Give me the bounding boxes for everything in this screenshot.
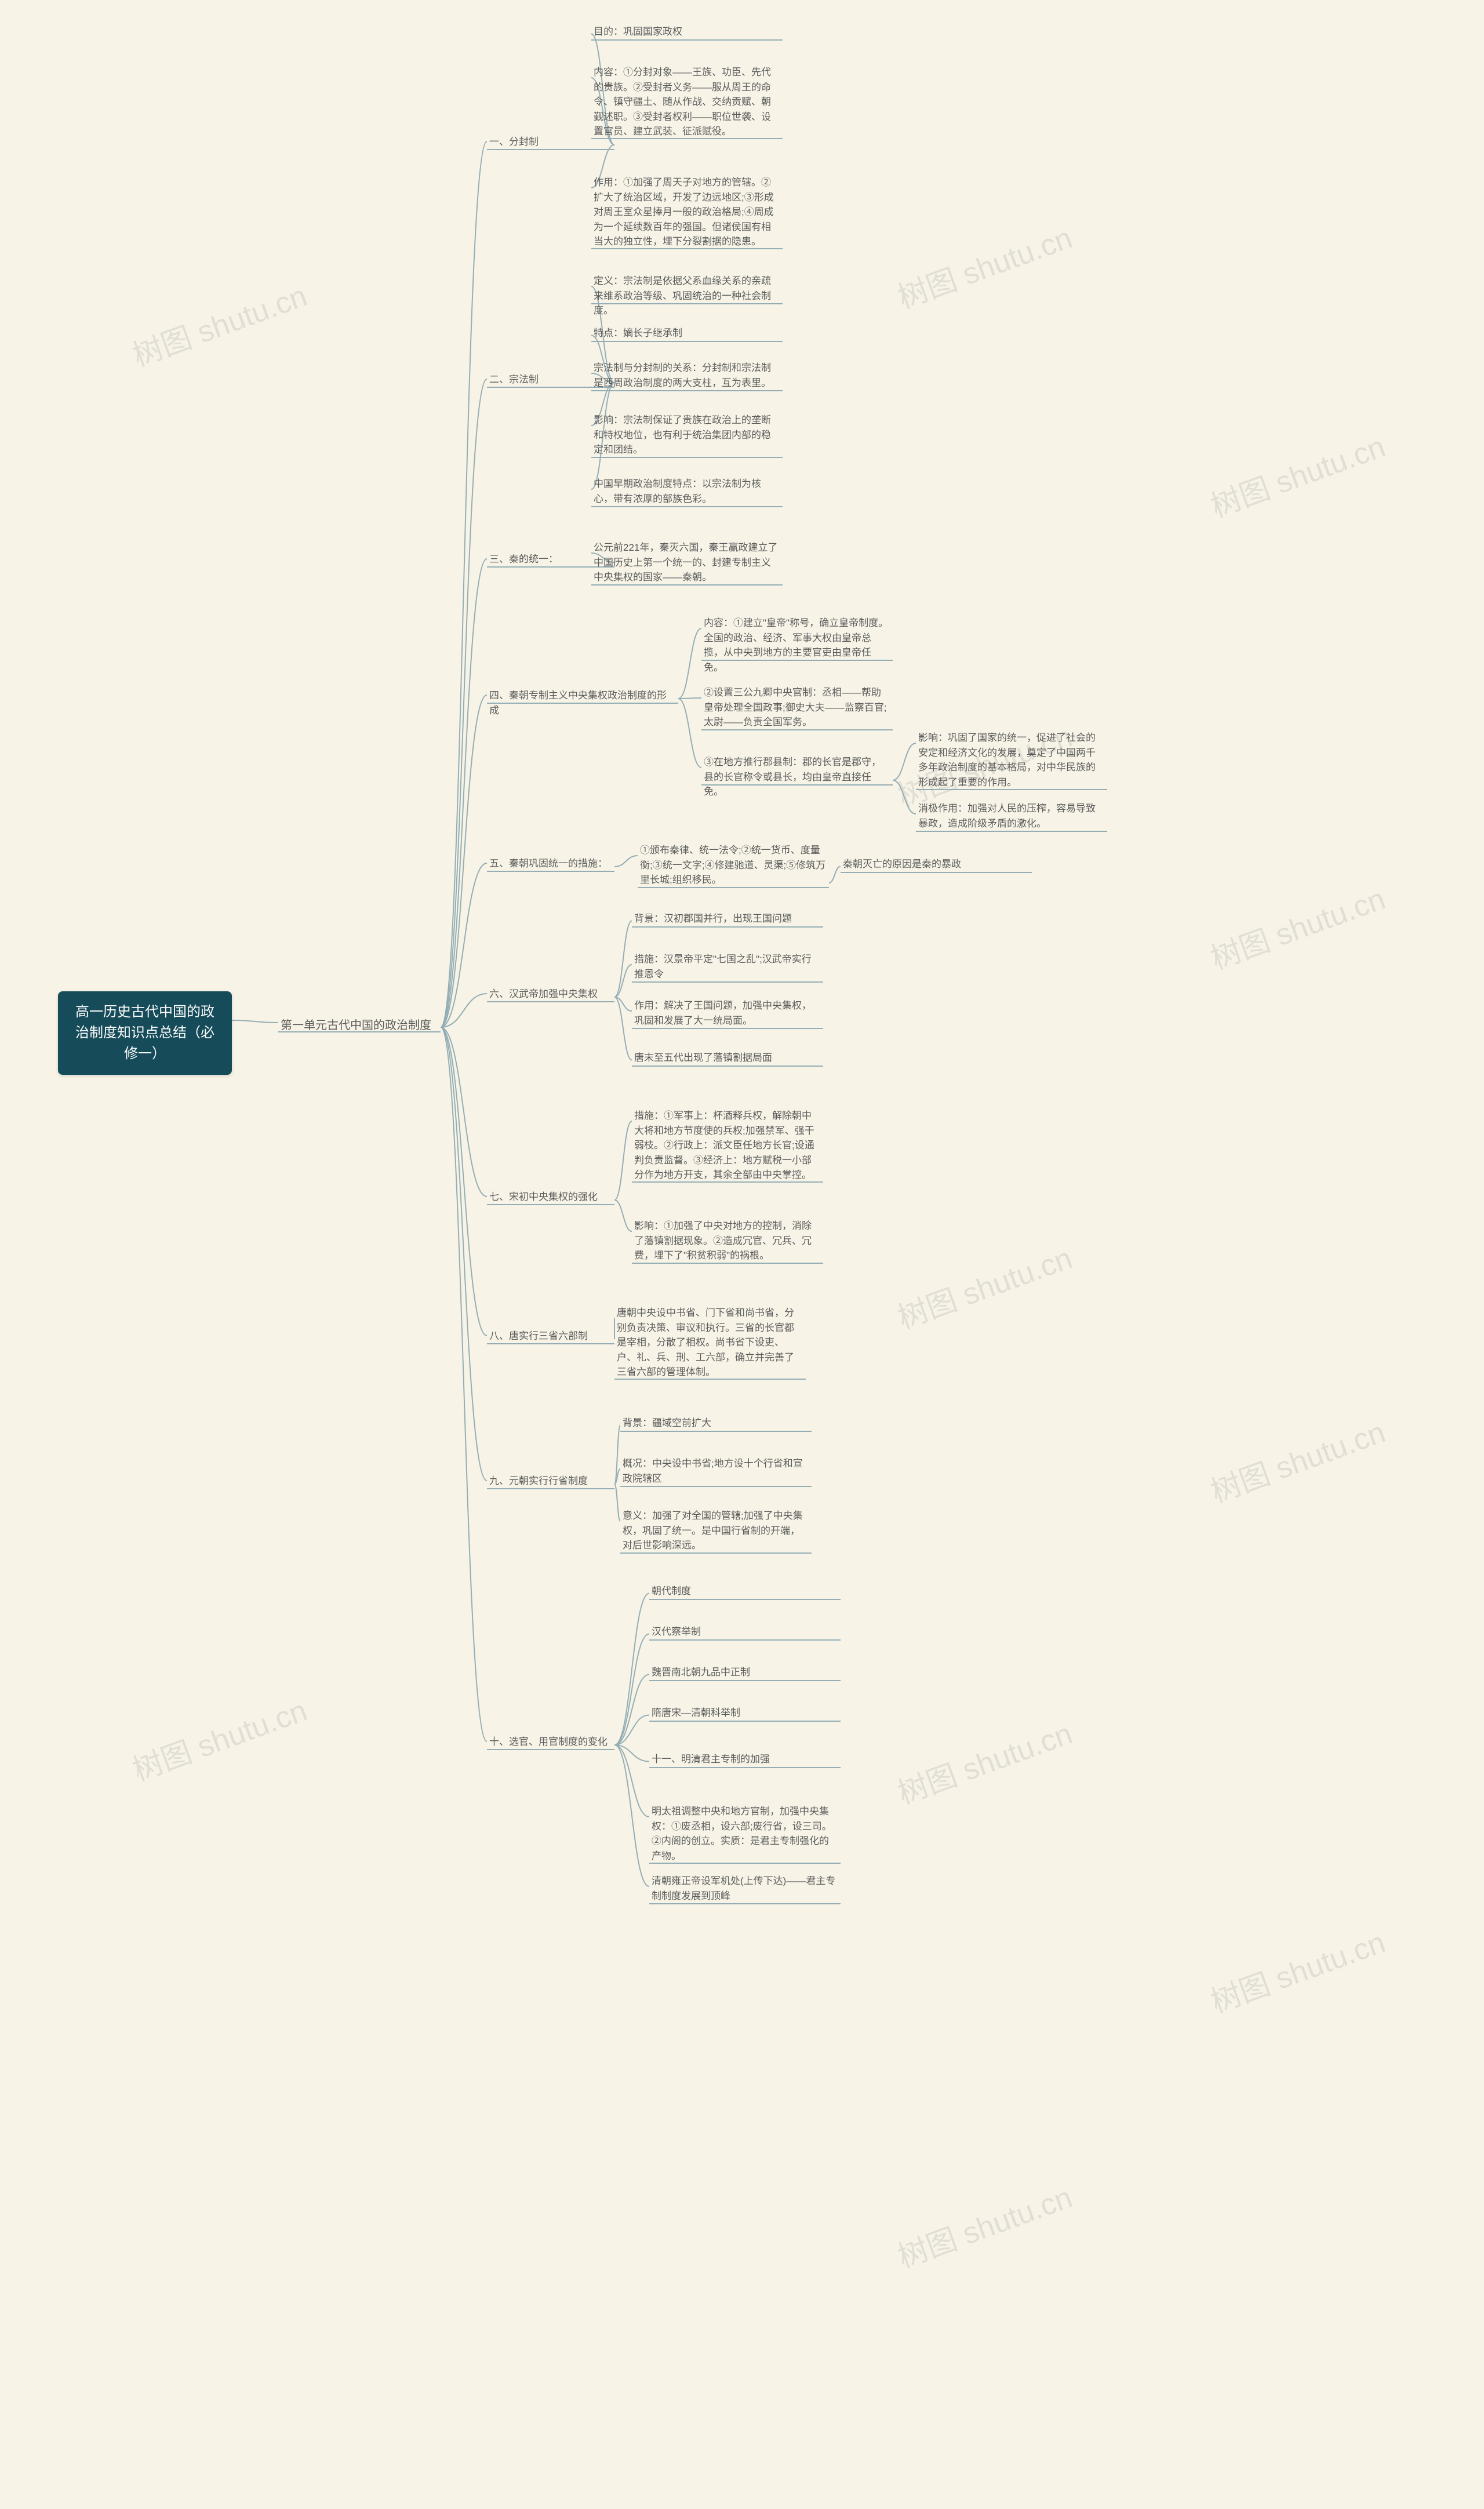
leaf-node: ①颁布秦律、统一法令;②统一货币、度量衡;③统一文字;④修建驰道、灵渠;⑤修筑万…	[638, 842, 829, 889]
branch-node: 七、宋初中央集权的强化	[487, 1188, 614, 1206]
root-node: 高一历史古代中国的政治制度知识点总结（必修一）	[58, 991, 232, 1075]
leaf-node: 唐末至五代出现了藩镇割据局面	[632, 1049, 823, 1067]
leaf-node: 朝代制度	[649, 1583, 841, 1600]
leaf-node: ③在地方推行郡县制：郡的长官是郡守，县的长官称令或县长，均由皇帝直接任免。	[701, 754, 893, 801]
leaf-node: ②设置三公九卿中央官制：丞相——帮助皇帝处理全国政事;御史大夫——监察百官;太尉…	[701, 684, 893, 731]
leaf-node: 秦朝灭亡的原因是秦的暴政	[841, 856, 1032, 873]
leaf-node: 概况：中央设中书省;地方设十个行省和宣政院辖区	[620, 1455, 812, 1487]
leaf-node: 影响：宗法制保证了贵族在政治上的垄断和特权地位，也有利于统治集团内部的稳定和团结…	[591, 412, 783, 459]
leaf-node: 隋唐宋—清朝科举制	[649, 1704, 841, 1722]
leaf-node: 影响：①加强了中央对地方的控制，消除了藩镇割据现象。②造成冗官、冗兵、冗费，埋下…	[632, 1217, 823, 1264]
leaf-node: 十一、明清君主专制的加强	[649, 1751, 841, 1768]
leaf-node: 宗法制与分封制的关系：分封制和宗法制是西周政治制度的两大支柱，互为表里。	[591, 359, 783, 391]
leaf-node: 意义：加强了对全国的管辖;加强了中央集权，巩固了统一。是中国行省制的开端，对后世…	[620, 1507, 812, 1554]
leaf-node: 中国早期政治制度特点：以宗法制为核心，带有浓厚的部族色彩。	[591, 475, 783, 507]
leaf-node: 内容：①建立"皇帝"称号，确立皇帝制度。全国的政治、经济、军事大权由皇帝总揽，从…	[701, 614, 893, 676]
branch-node: 六、汉武帝加强中央集权	[487, 986, 614, 1003]
leaf-node: 消极作用：加强对人民的压榨，容易导致暴政，造成阶级矛盾的激化。	[916, 800, 1107, 832]
leaf-node: 背景：汉初郡国并行，出现王国问题	[632, 910, 823, 928]
leaf-node: 影响：巩固了国家的统一，促进了社会的安定和经济文化的发展，奠定了中国两千多年政治…	[916, 729, 1107, 791]
leaf-node: 背景：疆域空前扩大	[620, 1415, 812, 1432]
branch-node: 十、选官、用官制度的变化	[487, 1733, 614, 1751]
branch-node: 九、元朝实行行省制度	[487, 1472, 614, 1490]
leaf-node: 作用：①加强了周天子对地方的管辖。②扩大了统治区域，开发了边远地区;③形成对周王…	[591, 174, 783, 250]
leaf-node: 定义：宗法制是依据父系血缘关系的亲疏来维系政治等级、巩固统治的一种社会制度。	[591, 272, 783, 319]
leaf-node: 措施：汉景帝平定"七国之乱";汉武帝实行推恩令	[632, 951, 823, 983]
leaf-node: 公元前221年，秦灭六国，秦王嬴政建立了中国历史上第一个统一的、封建专制主义中央…	[591, 539, 783, 586]
level1-node: 第一单元古代中国的政治制度	[278, 1014, 441, 1034]
leaf-node: 作用：解决了王国问题，加强中央集权，巩固和发展了大一统局面。	[632, 997, 823, 1029]
leaf-node: 措施：①军事上：杯酒释兵权，解除朝中大将和地方节度使的兵权;加强禁军、强干弱枝。…	[632, 1107, 823, 1184]
leaf-node: 特点：嫡长子继承制	[591, 325, 783, 342]
leaf-node: 魏晋南北朝九品中正制	[649, 1664, 841, 1681]
leaf-node: 清朝雍正帝设军机处(上传下达)——君主专制制度发展到顶峰	[649, 1872, 841, 1904]
leaf-node: 内容：①分封对象——王族、功臣、先代的贵族。②受封者义务——服从周王的命令、镇守…	[591, 64, 783, 140]
leaf-node: 明太祖调整中央和地方官制，加强中央集权：①废丞相，设六部;废行省，设三司。②内阁…	[649, 1803, 841, 1864]
leaf-node: 目的：巩固国家政权	[591, 23, 783, 41]
branch-node: 五、秦朝巩固统一的措施：	[487, 855, 614, 872]
branch-node: 四、秦朝专制主义中央集权政治制度的形成	[487, 687, 678, 719]
leaf-node: 唐朝中央设中书省、门下省和尚书省，分别负责决策、审议和执行。三省的长官都是宰相，…	[614, 1304, 806, 1381]
branch-node: 八、唐实行三省六部制	[487, 1328, 614, 1345]
leaf-node: 汉代察举制	[649, 1623, 841, 1641]
